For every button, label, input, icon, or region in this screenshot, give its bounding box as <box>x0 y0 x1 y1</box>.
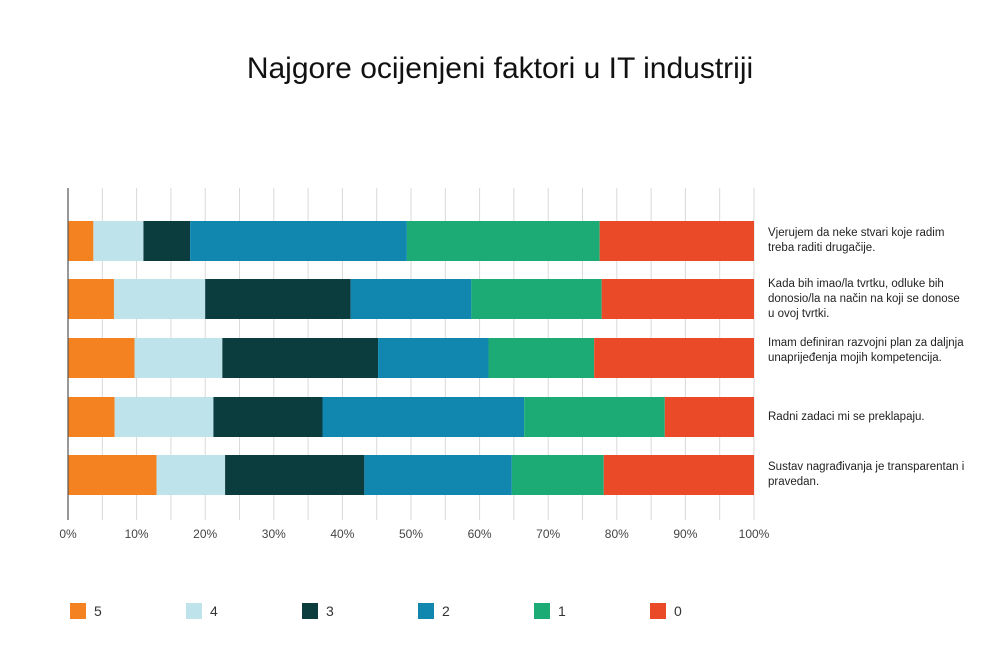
legend-item-0: 0 <box>650 603 766 619</box>
bar-segment-3-rating-3 <box>222 338 379 378</box>
legend-label: 4 <box>210 603 218 619</box>
bar-segment-4-rating-4 <box>114 397 214 437</box>
x-tick-label: 0% <box>59 527 77 541</box>
legend-label: 3 <box>326 603 334 619</box>
x-tick-label: 90% <box>673 527 697 541</box>
category-label-1: Vjerujem da neke stvari koje radim treba… <box>768 227 945 254</box>
legend-swatch <box>650 603 666 619</box>
x-tick-label: 10% <box>125 527 149 541</box>
legend-swatch <box>534 603 550 619</box>
bar-segment-5-rating-2 <box>364 455 512 495</box>
x-tick-label: 70% <box>536 527 560 541</box>
legend-label: 0 <box>674 603 682 619</box>
bar-segment-3-rating-1 <box>488 338 595 378</box>
bar-segment-3-rating-4 <box>134 338 223 378</box>
bar-segment-1-rating-4 <box>93 221 144 261</box>
legend-item-5: 5 <box>70 603 186 619</box>
bar-segment-4-rating-1 <box>524 397 665 437</box>
bar-segment-5-rating-5 <box>68 455 157 495</box>
x-tick-label: 60% <box>468 527 492 541</box>
legend-swatch <box>302 603 318 619</box>
bar-segment-2-rating-2 <box>350 279 472 319</box>
x-tick-label: 100% <box>739 527 770 541</box>
bar-segment-4-rating-3 <box>213 397 323 437</box>
legend-swatch <box>186 603 202 619</box>
bar-segment-5-rating-0 <box>603 455 754 495</box>
x-tick-label: 20% <box>193 527 217 541</box>
bar-segment-1-rating-3 <box>143 221 191 261</box>
bar-segment-4-rating-2 <box>322 397 525 437</box>
bar-segment-1-rating-1 <box>406 221 600 261</box>
bar-segment-2-rating-1 <box>471 279 602 319</box>
bar-segment-5-rating-4 <box>156 455 226 495</box>
chart-title: Najgore ocijenjeni faktori u IT industri… <box>246 52 754 85</box>
legend-item-1: 1 <box>534 603 650 619</box>
category-label-5: Sustav nagrađivanja je transparentan i p… <box>768 461 965 488</box>
bar-segment-3-rating-5 <box>68 338 135 378</box>
bar-segment-1-rating-0 <box>599 221 754 261</box>
bars <box>68 221 754 495</box>
bar-segment-1-rating-2 <box>190 221 407 261</box>
category-label-2: Kada bih imao/la tvrtku, odluke bih dono… <box>768 277 960 320</box>
bar-segment-2-rating-5 <box>68 279 114 319</box>
legend-label: 1 <box>558 603 566 619</box>
bar-segment-5-rating-1 <box>511 455 604 495</box>
bar-segment-2-rating-0 <box>601 279 754 319</box>
legend-label: 2 <box>442 603 450 619</box>
legend-item-4: 4 <box>186 603 302 619</box>
bar-segment-5-rating-3 <box>225 455 365 495</box>
category-label-3: Imam definiran razvojni plan za daljnja … <box>768 336 964 364</box>
x-tick-label: 50% <box>399 527 423 541</box>
legend-item-2: 2 <box>418 603 534 619</box>
legend-swatch <box>418 603 434 619</box>
x-tick-label: 40% <box>330 527 354 541</box>
legend-label: 5 <box>94 603 102 619</box>
legend: 5 4 3 2 1 0 <box>70 603 766 619</box>
x-axis-ticks: 0% 10% 20% 30% 40% 50% 60% 70% 80% 90% 100% <box>59 527 769 541</box>
legend-item-3: 3 <box>302 603 418 619</box>
bar-segment-4-rating-5 <box>68 397 115 437</box>
x-tick-label: 80% <box>605 527 629 541</box>
bar-segment-3-rating-2 <box>378 338 489 378</box>
x-tick-label: 30% <box>262 527 286 541</box>
category-label-4: Radni zadaci mi se preklapaju. <box>768 410 925 423</box>
bar-segment-2-rating-3 <box>205 279 351 319</box>
bar-segment-2-rating-4 <box>113 279 206 319</box>
bar-segment-3-rating-0 <box>594 338 754 378</box>
bar-segment-4-rating-0 <box>664 397 754 437</box>
legend-swatch <box>70 603 86 619</box>
bar-segment-1-rating-5 <box>68 221 94 261</box>
